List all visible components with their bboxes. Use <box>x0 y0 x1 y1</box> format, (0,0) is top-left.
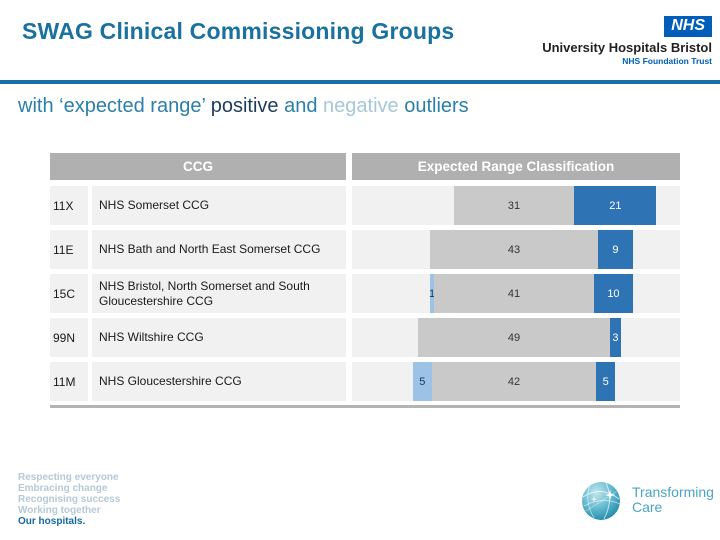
org-subtitle: NHS Foundation Trust <box>622 56 712 66</box>
table-row: 11M NHS Gloucestershire CCG 5 42 5 <box>50 362 680 401</box>
ccg-code-cell: 11E <box>50 230 88 269</box>
ccg-code-cell: 11M <box>50 362 88 401</box>
transforming-care-label: Transforming Care <box>632 483 714 515</box>
page-subtitle: with ‘expected range’ positive and negat… <box>18 95 469 118</box>
positive-outlier-segment: 5 <box>595 362 616 401</box>
subtitle-part5: outliers <box>398 95 469 117</box>
ccg-name-cell: NHS Wiltshire CCG <box>92 318 346 357</box>
within-range-segment: 42 <box>432 362 596 401</box>
transforming-care-logo: Transforming Care <box>580 478 720 522</box>
value-line: Respecting everyone <box>18 472 119 483</box>
positive-outlier-segment: 9 <box>597 230 633 269</box>
negative-outlier-segment: 1 <box>429 274 435 313</box>
classification-bar-cell: 5 42 5 <box>352 362 680 401</box>
table-body: 11X NHS Somerset CCG 31 21 11E NHS Bath a… <box>50 186 680 401</box>
positive-outlier-segment: 3 <box>609 318 622 357</box>
within-range-segment: 49 <box>418 318 610 357</box>
page-title: SWAG Clinical Commissioning Groups <box>22 18 455 44</box>
positive-outlier-segment: 10 <box>593 274 633 313</box>
values-statement: Respecting everyone Embracing change Rec… <box>18 472 120 527</box>
value-line: Working together <box>18 505 101 516</box>
table-bottom-border <box>50 405 680 408</box>
within-range-segment: 43 <box>430 230 598 269</box>
ccg-name-cell: NHS Somerset CCG <box>92 186 346 225</box>
ccg-name-cell: NHS Bristol, North Somerset and South Gl… <box>92 274 346 313</box>
table-header-classification: Expected Range Classification <box>352 153 680 180</box>
classification-bar-cell: 43 9 <box>352 230 680 269</box>
nhs-logo: NHS <box>664 16 712 37</box>
subtitle-part4: negative <box>323 95 399 117</box>
within-range-segment: 41 <box>434 274 594 313</box>
classification-bar-cell: 31 21 <box>352 186 680 225</box>
ccg-code-cell: 15C <box>50 274 88 313</box>
table-header: CCG Expected Range Classification <box>50 153 680 180</box>
subtitle-part3: and <box>278 95 324 117</box>
tagline: Our hospitals. <box>18 516 86 527</box>
classification-bar-cell: 1 41 10 <box>352 274 680 313</box>
org-name: University Hospitals Bristol <box>542 40 712 55</box>
ccg-table: CCG Expected Range Classification 11X NH… <box>50 153 680 408</box>
table-header-ccg: CCG <box>50 153 346 180</box>
ccg-code-cell: 99N <box>50 318 88 357</box>
header-divider <box>0 80 720 84</box>
ccg-name-cell: NHS Bath and North East Somerset CCG <box>92 230 346 269</box>
classification-bar-cell: 49 3 <box>352 318 680 357</box>
within-range-segment: 31 <box>453 186 575 225</box>
table-row: 99N NHS Wiltshire CCG 49 3 <box>50 318 680 357</box>
value-line: Recognising success <box>18 494 121 505</box>
subtitle-part2: positive <box>210 95 279 117</box>
table-row: 15C NHS Bristol, North Somerset and Sout… <box>50 274 680 313</box>
ccg-code-cell: 11X <box>50 186 88 225</box>
table-row: 11E NHS Bath and North East Somerset CCG… <box>50 230 680 269</box>
positive-outlier-segment: 21 <box>574 186 657 225</box>
value-line: Embracing change <box>18 483 108 494</box>
globe-icon <box>582 482 621 520</box>
table-row: 11X NHS Somerset CCG 31 21 <box>50 186 680 225</box>
subtitle-part1: with ‘expected range’ <box>18 95 211 117</box>
ccg-name-cell: NHS Gloucestershire CCG <box>92 362 346 401</box>
negative-outlier-segment: 5 <box>412 362 433 401</box>
nhs-branding: NHS University Hospitals Bristol NHS Fou… <box>542 16 712 66</box>
